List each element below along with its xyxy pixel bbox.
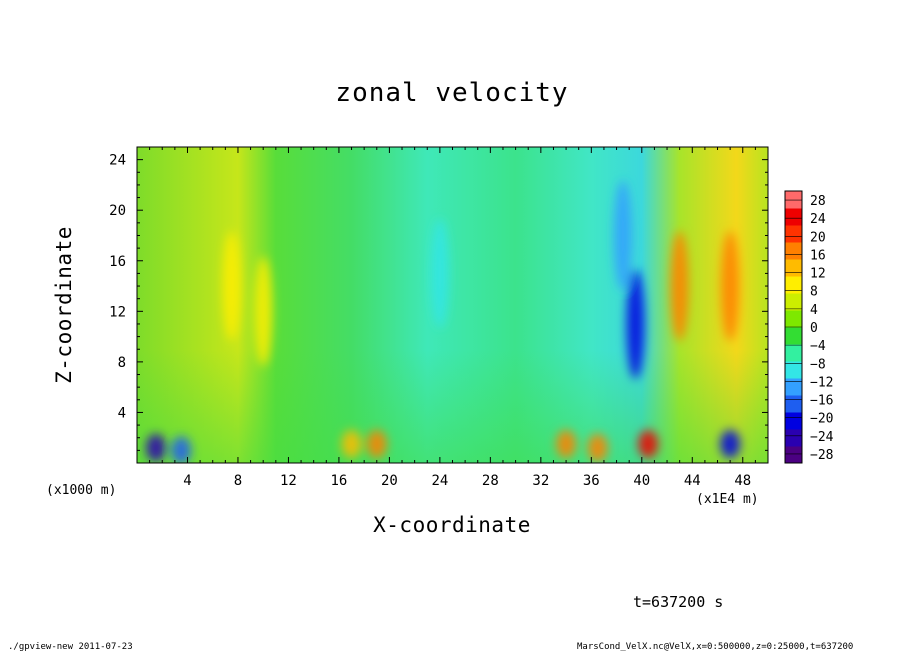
colorbar-label: 28 bbox=[810, 194, 826, 209]
colorbar-segment bbox=[785, 225, 802, 243]
colorbar-segment bbox=[785, 242, 802, 260]
x-tick-label: 36 bbox=[583, 473, 600, 489]
y-tick-label: 24 bbox=[109, 153, 126, 169]
y-tick-label: 4 bbox=[118, 405, 126, 421]
plot-area bbox=[137, 147, 768, 463]
colorbar-segment bbox=[785, 327, 802, 345]
velocity-feature bbox=[720, 430, 741, 459]
velocity-feature bbox=[721, 231, 740, 342]
colorbar-label: 20 bbox=[810, 230, 826, 245]
x-tick-label: 44 bbox=[684, 473, 701, 489]
velocity-feature bbox=[430, 218, 449, 329]
velocity-feature bbox=[366, 430, 387, 459]
velocity-feature bbox=[638, 430, 659, 459]
x-tick-label: 4 bbox=[183, 473, 191, 489]
colorbar-label: −16 bbox=[810, 394, 833, 409]
x-tick-label: 12 bbox=[280, 473, 297, 489]
colorbar-label: 12 bbox=[810, 267, 826, 282]
colorbar-segment bbox=[785, 259, 802, 277]
x-tick-label: 20 bbox=[381, 473, 398, 489]
y-tick-label: 20 bbox=[109, 203, 126, 219]
colorbar-segment bbox=[785, 344, 802, 362]
colorbar-segment bbox=[785, 208, 802, 226]
colorbar-label: 24 bbox=[810, 212, 826, 227]
colorbar-segment bbox=[785, 276, 802, 294]
colorbar-label: 16 bbox=[810, 248, 826, 263]
x-tick-label: 28 bbox=[482, 473, 499, 489]
colorbar-label: −8 bbox=[810, 357, 826, 372]
x-tick-label: 32 bbox=[532, 473, 549, 489]
y-tick-label: 12 bbox=[109, 304, 126, 320]
y-axis-label: Z-coordinate bbox=[52, 226, 76, 384]
colorbar-label: 4 bbox=[810, 303, 818, 318]
footer-right: MarsCond_VelX.nc@VelX,x=0:500000,z=0:250… bbox=[577, 642, 854, 652]
x-unit-right: (x1E4 m) bbox=[696, 492, 759, 507]
velocity-feature bbox=[556, 430, 577, 459]
colorbar-label: 8 bbox=[810, 285, 818, 300]
velocity-feature bbox=[254, 256, 273, 367]
x-unit-left: (x1000 m) bbox=[46, 483, 117, 498]
colorbar-label: −24 bbox=[810, 430, 834, 445]
colorbar-label: 0 bbox=[810, 321, 818, 336]
velocity-feature bbox=[626, 268, 645, 379]
colorbar-segment bbox=[785, 378, 802, 396]
x-tick-label: 40 bbox=[633, 473, 650, 489]
velocity-feature bbox=[341, 430, 362, 459]
colorbar-segment bbox=[785, 446, 802, 464]
colorbar-segment bbox=[785, 361, 802, 379]
velocity-feature bbox=[587, 433, 608, 462]
velocity-feature bbox=[670, 231, 689, 342]
colorbar-segment bbox=[785, 429, 802, 447]
footer-left: ./gpview-new 2011-07-23 bbox=[8, 642, 133, 652]
colorbar-segment bbox=[785, 293, 802, 311]
colorbar-segment bbox=[785, 191, 802, 209]
x-tick-label: 16 bbox=[330, 473, 347, 489]
x-tick-label: 24 bbox=[431, 473, 448, 489]
velocity-feature bbox=[171, 436, 192, 463]
heatmap-bottom-layer bbox=[137, 350, 768, 463]
colorbar-label: −20 bbox=[810, 412, 833, 427]
colorbar-label: −12 bbox=[810, 375, 833, 390]
y-tick-label: 8 bbox=[118, 355, 126, 371]
colorbar-segment bbox=[785, 310, 802, 328]
colorbar-label: −28 bbox=[810, 448, 833, 463]
velocity-feature bbox=[145, 433, 166, 462]
time-label: t=637200 s bbox=[633, 593, 724, 611]
colorbar-segment bbox=[785, 395, 802, 413]
colorbar-label: −4 bbox=[810, 339, 826, 354]
chart-title: zonal velocity bbox=[335, 78, 569, 108]
velocity-feature bbox=[222, 231, 241, 342]
colorbar-segment bbox=[785, 412, 802, 430]
y-tick-label: 16 bbox=[109, 254, 126, 270]
x-tick-label: 8 bbox=[234, 473, 242, 489]
x-tick-label: 48 bbox=[734, 473, 751, 489]
x-axis-label: X-coordinate bbox=[373, 513, 531, 537]
velocity-feature bbox=[613, 180, 632, 291]
